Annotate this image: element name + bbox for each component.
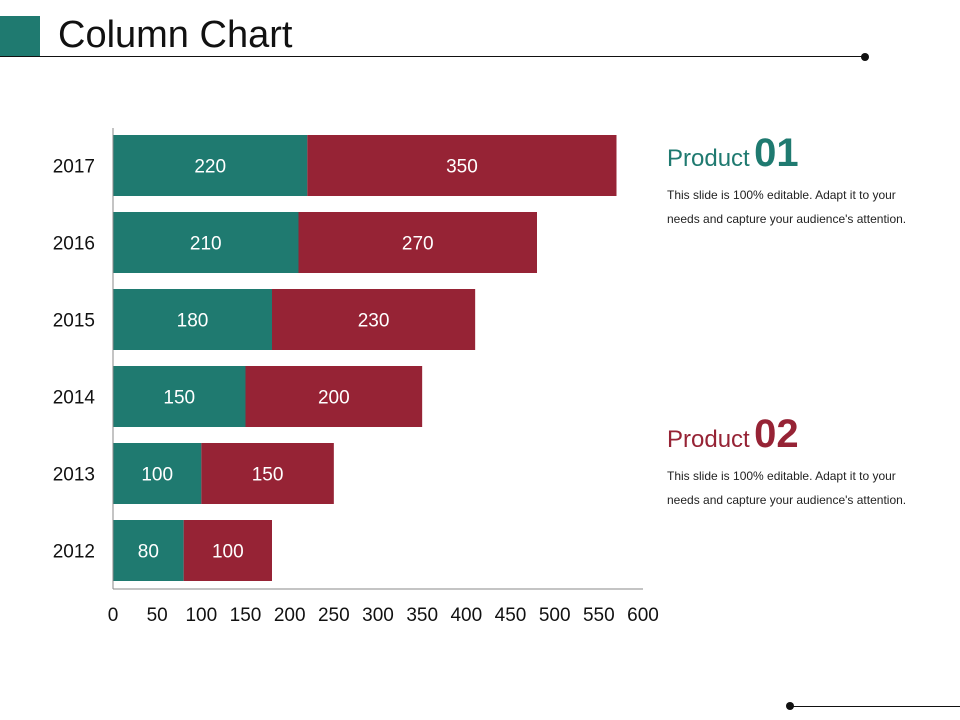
bar-2015-series-1	[113, 289, 272, 350]
bar-2014-series-1	[113, 366, 246, 427]
data-label-2017-series-1: 220	[194, 157, 226, 178]
data-label-2012-series-1: 80	[138, 542, 159, 563]
product-01-heading: Product 01	[667, 130, 937, 185]
product-01-number: 01	[754, 131, 799, 175]
bar-2013-series-1	[113, 443, 202, 504]
product-02-description: This slide is 100% editable. Adapt it to…	[667, 469, 907, 507]
title-divider-line	[0, 56, 864, 57]
x-tick-label-550: 550	[583, 605, 615, 626]
x-tick-label-350: 350	[406, 605, 438, 626]
data-label-2014-series-1: 150	[163, 388, 195, 409]
data-label-2013-series-2: 150	[252, 465, 284, 486]
category-label-2015: 2015	[53, 311, 95, 332]
product-01-description: This slide is 100% editable. Adapt it to…	[667, 188, 907, 226]
footer-divider-line	[790, 706, 960, 707]
slide-title: Column Chart	[58, 14, 293, 56]
bar-2016-series-2	[298, 212, 537, 273]
data-label-2013-series-1: 100	[141, 465, 173, 486]
data-label-2016-series-2: 270	[402, 234, 434, 255]
bar-2012-series-2	[183, 520, 272, 581]
x-tick-label-150: 150	[230, 605, 262, 626]
bar-2012-series-1	[113, 520, 184, 581]
bar-2016-series-1	[113, 212, 299, 273]
x-tick-label-200: 200	[274, 605, 306, 626]
bar-2015-series-2	[272, 289, 476, 350]
product-02-number: 02	[754, 412, 799, 456]
bar-2017-series-1	[113, 135, 308, 196]
product-02-heading: Product 02	[667, 411, 937, 466]
bar-2014-series-2	[245, 366, 423, 427]
x-tick-label-450: 450	[495, 605, 527, 626]
product-01-word: Product	[667, 145, 750, 172]
data-label-2015-series-1: 180	[177, 311, 209, 332]
x-tick-label-250: 250	[318, 605, 350, 626]
data-label-2014-series-2: 200	[318, 388, 350, 409]
data-label-2015-series-2: 230	[358, 311, 390, 332]
category-label-2013: 2013	[53, 465, 95, 486]
product-02-block: Product 02 This slide is 100% editable. …	[667, 411, 937, 512]
x-tick-label-100: 100	[185, 605, 217, 626]
category-label-2016: 2016	[53, 234, 95, 255]
x-tick-label-500: 500	[539, 605, 571, 626]
title-divider-dot	[861, 53, 869, 61]
category-label-2014: 2014	[53, 388, 96, 409]
x-tick-label-50: 50	[147, 605, 168, 626]
bar-2013-series-2	[201, 443, 334, 504]
product-02-word: Product	[667, 426, 750, 453]
x-tick-label-300: 300	[362, 605, 394, 626]
category-label-2017: 2017	[53, 157, 95, 178]
data-label-2017-series-2: 350	[446, 157, 478, 178]
product-01-block: Product 01 This slide is 100% editable. …	[667, 130, 937, 231]
x-tick-label-0: 0	[108, 605, 119, 626]
x-tick-label-400: 400	[450, 605, 482, 626]
footer-divider-dot	[786, 702, 794, 710]
data-label-2012-series-2: 100	[212, 542, 244, 563]
x-tick-label-600: 600	[627, 605, 659, 626]
bar-2017-series-2	[307, 135, 617, 196]
data-label-2016-series-1: 210	[190, 234, 222, 255]
title-accent-block	[0, 16, 40, 56]
category-label-2012: 2012	[53, 542, 95, 563]
